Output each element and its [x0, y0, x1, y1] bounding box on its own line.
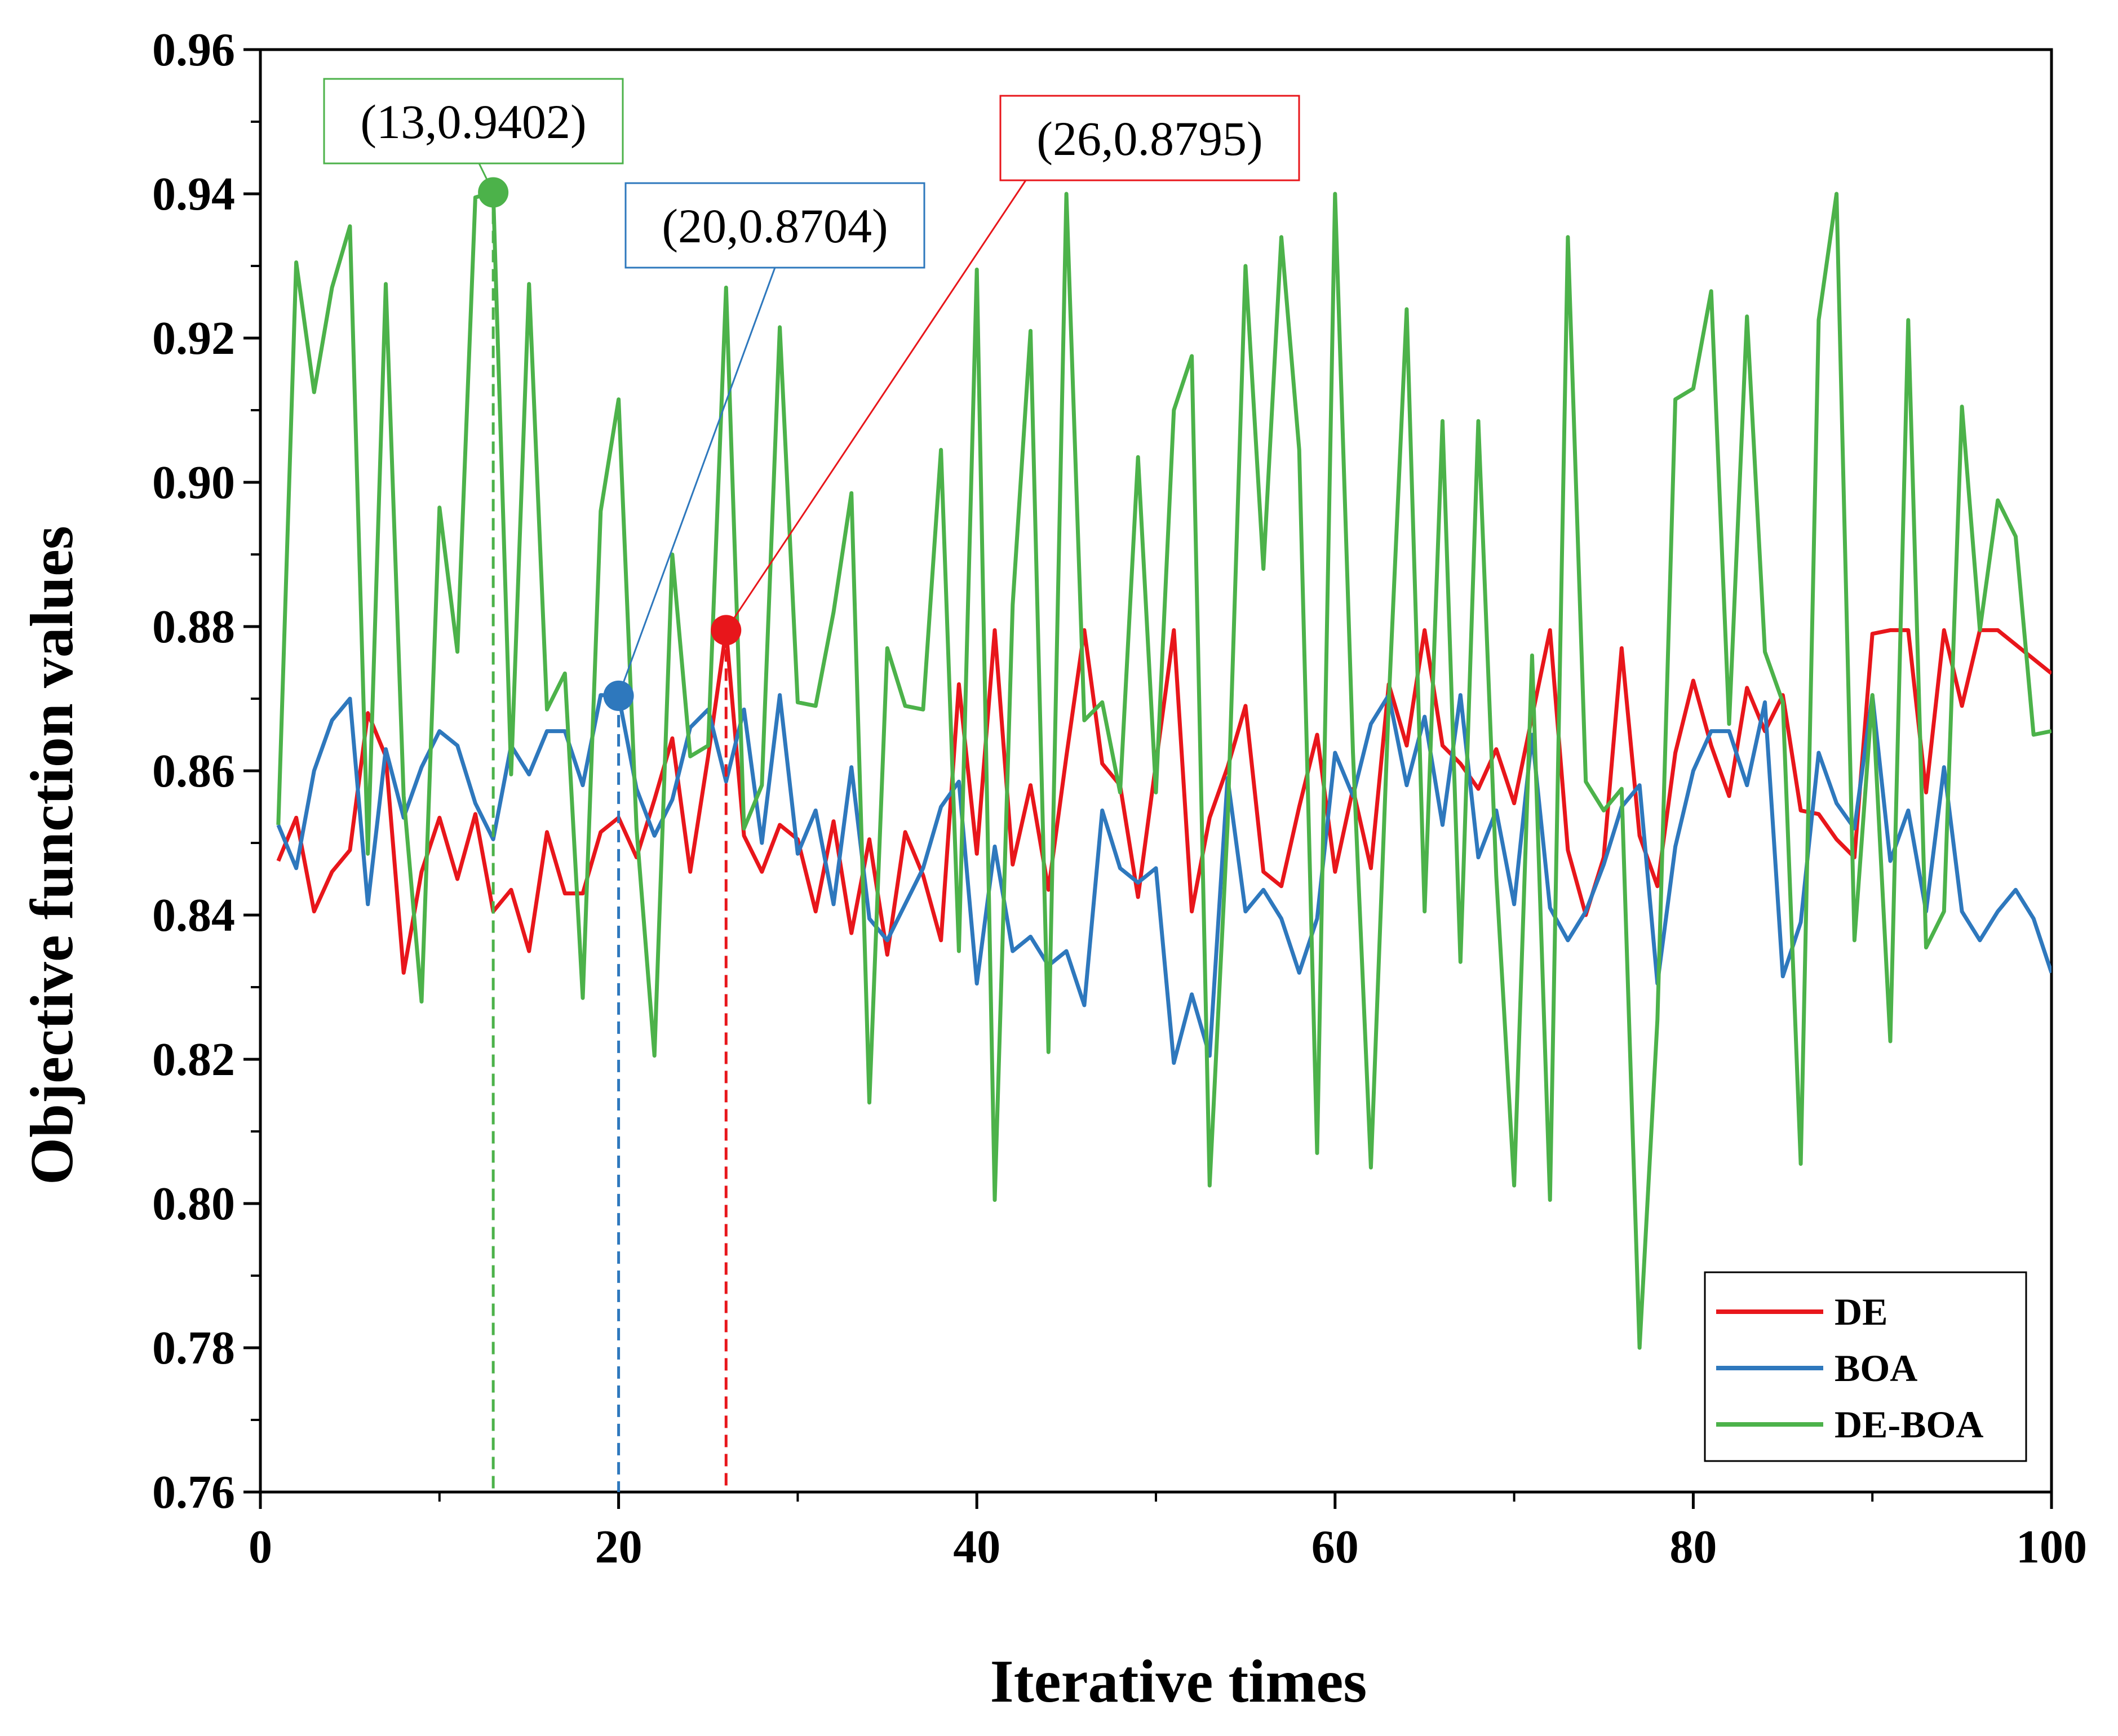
x-tick-label: 60 — [1311, 1521, 1359, 1573]
annotation-box-de-boa — [323, 78, 624, 165]
legend-label-boa: BOA — [1835, 1347, 1917, 1389]
annotation-box-boa — [624, 182, 925, 269]
series-group — [276, 190, 2051, 1350]
annotation-label-boa: (20,0.8704) — [662, 199, 888, 253]
annotation-label-de: (26,0.8795) — [1036, 112, 1262, 166]
legend-label-de: DE — [1835, 1290, 1887, 1333]
y-tick-label: 0.76 — [152, 1466, 235, 1519]
marker-boa — [603, 680, 634, 711]
series-line-de-boa — [276, 190, 2051, 1350]
marker-de — [711, 615, 742, 646]
annotation-label-de-boa: (13,0.9402) — [360, 95, 586, 149]
y-tick-label: 0.92 — [152, 312, 235, 365]
y-tick-label: 0.80 — [152, 1178, 235, 1230]
y-tick-label: 0.88 — [152, 601, 235, 653]
series-line-de — [276, 628, 2051, 975]
series-line-boa — [276, 693, 2051, 1065]
marker-de-boa — [478, 177, 509, 208]
leader-line-boa — [618, 267, 776, 696]
x-tick-label: 20 — [595, 1521, 643, 1573]
x-axis-title: Iterative times — [990, 1648, 1367, 1715]
x-tick-label: 0 — [249, 1521, 272, 1573]
x-tick-label: 80 — [1669, 1521, 1717, 1573]
y-tick-label: 0.86 — [152, 745, 235, 797]
y-tick-label: 0.96 — [152, 24, 235, 76]
x-tick-label: 40 — [953, 1521, 1000, 1573]
y-tick-label: 0.78 — [152, 1322, 235, 1374]
y-axis-title: Objective function values — [19, 526, 86, 1185]
y-tick-label: 0.84 — [152, 889, 235, 942]
y-tick-label: 0.90 — [152, 456, 235, 509]
legend-label-de-boa: DE-BOA — [1835, 1403, 1983, 1446]
annotation-box-de — [999, 95, 1300, 181]
y-tick-label: 0.82 — [152, 1033, 235, 1086]
y-tick-label: 0.94 — [152, 168, 235, 220]
leader-line-de — [725, 180, 1027, 631]
x-tick-label: 100 — [2016, 1521, 2087, 1573]
